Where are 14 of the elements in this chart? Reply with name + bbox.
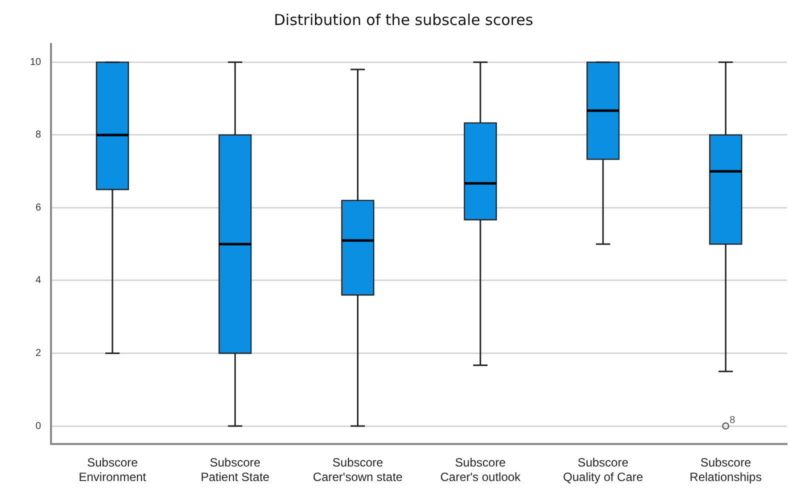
x-tick-label: Subscore Patient State	[200, 456, 270, 484]
y-tick-label: 2	[36, 348, 42, 359]
y-tick-label: 6	[36, 202, 42, 214]
x-tick-label: Subscore Environment	[78, 456, 147, 484]
y-tick-label: 0	[36, 420, 42, 432]
x-tick-label: Subscore Carer's outlook	[440, 456, 522, 484]
annotation: 8	[730, 414, 736, 426]
y-tick-label: 8	[36, 130, 42, 141]
y-tick-label: 4	[36, 275, 42, 286]
chart-title: Distribution of the subscale scores	[274, 10, 534, 29]
x-tick-label: Subscore Quality of Care	[563, 456, 644, 484]
y-tick-label: 10	[30, 56, 42, 68]
x-tick-label: Subscore Carer'sown state	[312, 456, 403, 484]
x-tick-label: Subscore Relationships	[690, 456, 762, 484]
